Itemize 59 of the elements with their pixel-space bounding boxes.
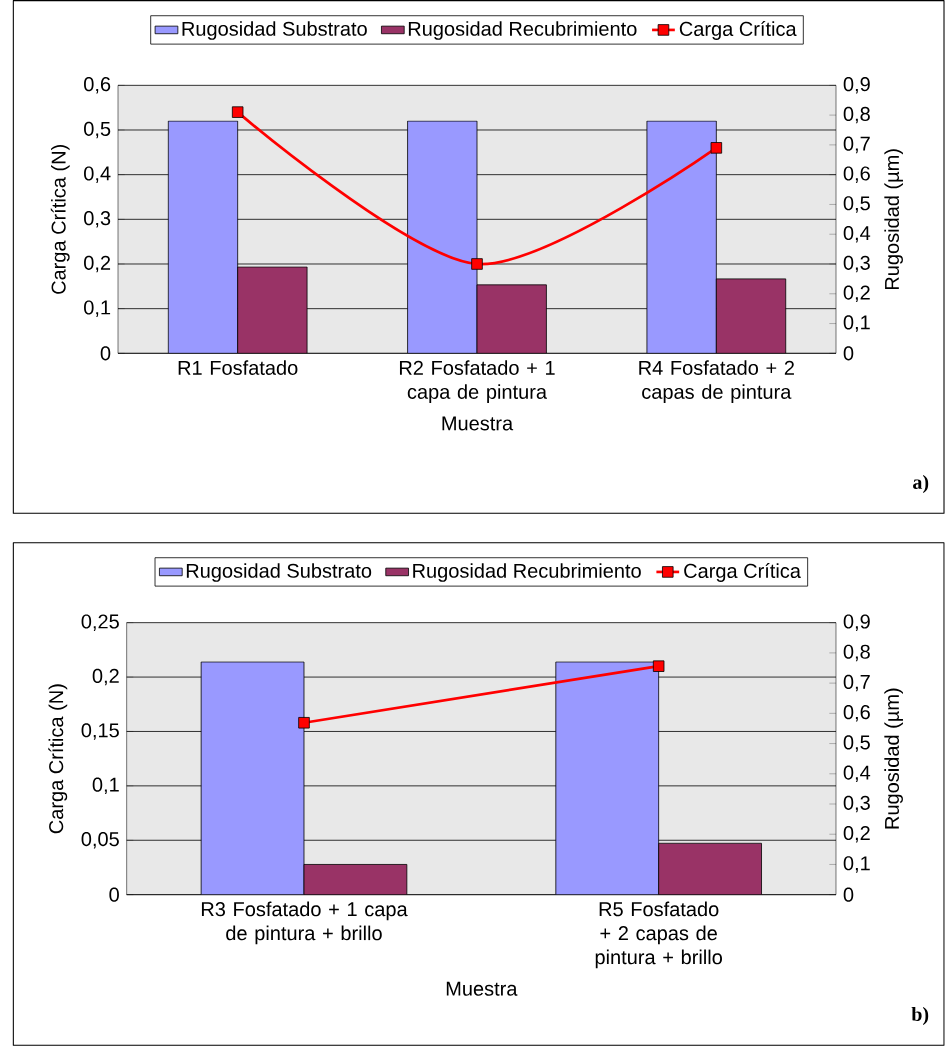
y2-tick-label: 0,4	[843, 765, 870, 783]
y-axis-title: Carga Crítica (N)	[48, 684, 68, 834]
y-tick-label: 0,15	[81, 723, 119, 740]
y-tick-label: 0,4	[83, 166, 111, 183]
bar	[200, 661, 305, 895]
legend-label: Carga Crítica	[679, 21, 797, 40]
y2-tick-label: 0,5	[843, 735, 870, 752]
y2-tick-label: 0,3	[843, 795, 870, 813]
y-tick-label: 0	[109, 887, 119, 902]
y2-tick-label: 0,9	[843, 77, 870, 94]
y2-axis-title: Rugosidad (µm)	[884, 688, 903, 829]
y2-tick-label: 0,2	[843, 285, 870, 303]
y-tick-label: 0,1	[92, 777, 119, 795]
point	[231, 106, 244, 118]
y2-tick-label: 0,6	[843, 705, 870, 722]
x-tick-label: R3 Fosfatado + 1 capa de pintura + brillo	[201, 901, 408, 945]
y-tick-label: 0,5	[83, 121, 111, 139]
point	[710, 142, 722, 154]
y2-tick-label: 0,8	[843, 644, 870, 662]
y-tick-label: 0,6	[83, 77, 111, 94]
y2-tick-label: 0,9	[843, 614, 870, 631]
x-tick-label: R4 Fosfatado + 2 capas de pintura	[639, 360, 794, 403]
text: a)	[912, 474, 929, 494]
y2-tick-label: 0	[843, 346, 854, 361]
y2-tick-label: 0,2	[843, 825, 870, 843]
y-tick-label: 0	[100, 346, 111, 361]
y-tick-label: 0,25	[81, 614, 119, 631]
y2-axis-title: Rugosidad (µm)	[884, 149, 903, 290]
legend-label: Rugosidad Substrato	[186, 563, 372, 582]
legend-label: Rugosidad Recubrimiento	[413, 563, 641, 582]
bar	[555, 661, 659, 895]
y-tick-label: 0,05	[81, 832, 119, 849]
x-axis-title: Muestra	[442, 416, 513, 431]
y2-tick-label: 0,1	[843, 856, 870, 873]
y2-tick-label: 0,6	[843, 166, 870, 183]
x-axis-title: Muestra	[446, 981, 518, 996]
legend-label: Rugosidad Recubrimiento	[408, 21, 637, 40]
point	[471, 258, 483, 270]
y-tick-label: 0,2	[92, 668, 119, 686]
y-tick-label: 0,3	[83, 211, 111, 228]
y2-tick-label: 0,8	[843, 106, 870, 124]
text: b)	[911, 1006, 929, 1026]
y-tick-label: 0,2	[83, 255, 110, 273]
x-tick-label: R5 Fosfatado + 2 capas de pintura + brillo	[595, 901, 722, 969]
y2-tick-label: 0,5	[843, 196, 870, 213]
x-tick-label: R1 Fosfatado	[178, 360, 298, 375]
y2-tick-label: 0,7	[843, 136, 870, 154]
y-axis-title: Carga Crítica (N)	[50, 145, 70, 294]
y2-tick-label: 0,1	[843, 315, 870, 332]
bar	[303, 864, 408, 895]
y2-tick-label: 0	[843, 887, 854, 902]
legend-label: Carga Crítica	[684, 563, 801, 582]
y2-tick-label: 0,7	[843, 674, 870, 692]
bar	[658, 842, 762, 895]
x-tick-label: R2 Fosfatado + 1 capa de pintura	[399, 360, 555, 403]
legend-label: Rugosidad Substrato	[182, 21, 367, 40]
y-tick-label: 0,1	[83, 300, 110, 317]
y2-tick-label: 0,4	[843, 225, 870, 243]
y2-tick-label: 0,3	[843, 255, 870, 273]
